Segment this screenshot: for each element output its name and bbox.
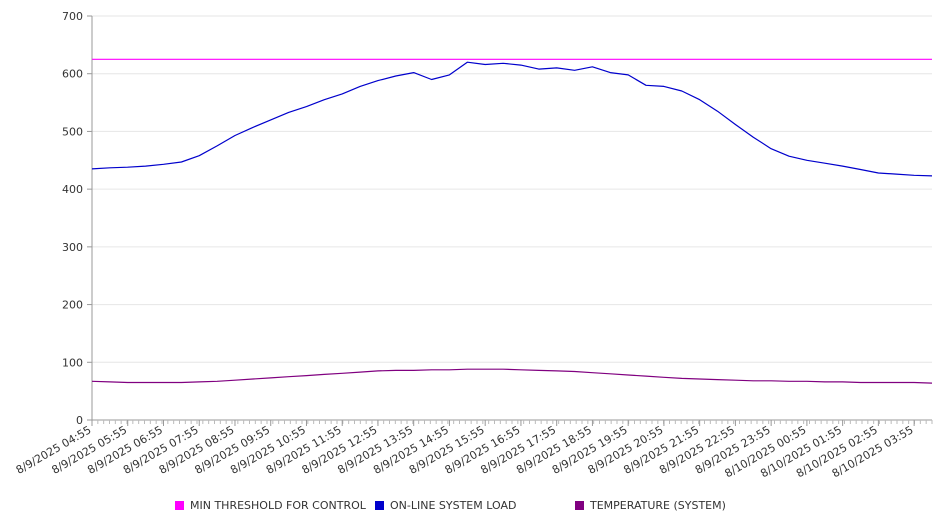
legend-item-temperature: TEMPERATURE (SYSTEM): [575, 499, 726, 512]
legend-swatch: [175, 501, 184, 510]
series-lines: [91, 58, 933, 384]
y-tick-label: 400: [62, 183, 83, 196]
x-tick-labels: 8/9/2025 04:558/9/2025 05:558/9/2025 06:…: [14, 420, 916, 480]
y-tick-label: 200: [62, 299, 83, 312]
y-tick-label: 100: [62, 356, 83, 369]
legend-label: TEMPERATURE (SYSTEM): [590, 499, 726, 512]
legend-swatch: [575, 501, 584, 510]
legend-swatch: [375, 501, 384, 510]
y-tick-label: 0: [76, 414, 83, 427]
axes: [91, 16, 932, 421]
y-tick-label: 700: [62, 10, 83, 23]
legend-item-online-system-load: ON-LINE SYSTEM LOAD: [375, 499, 516, 512]
x-minor-ticks: [91, 420, 933, 424]
legend: MIN THRESHOLD FOR CONTROL ON-LINE SYSTEM…: [0, 499, 946, 513]
legend-item-min-threshold: MIN THRESHOLD FOR CONTROL: [175, 499, 366, 512]
legend-label: ON-LINE SYSTEM LOAD: [390, 499, 517, 512]
y-tick-label: 600: [62, 68, 83, 81]
series-line-temperature-system: [91, 368, 933, 384]
y-tick-label: 300: [62, 241, 83, 254]
y-tick-labels: 0 100 200 300 400 500 600 700: [62, 10, 92, 427]
grid-lines: [92, 15, 932, 363]
y-tick-label: 500: [62, 125, 83, 138]
legend-label: MIN THRESHOLD FOR CONTROL: [190, 499, 366, 512]
series-line-on-line-system-load: [91, 61, 933, 177]
